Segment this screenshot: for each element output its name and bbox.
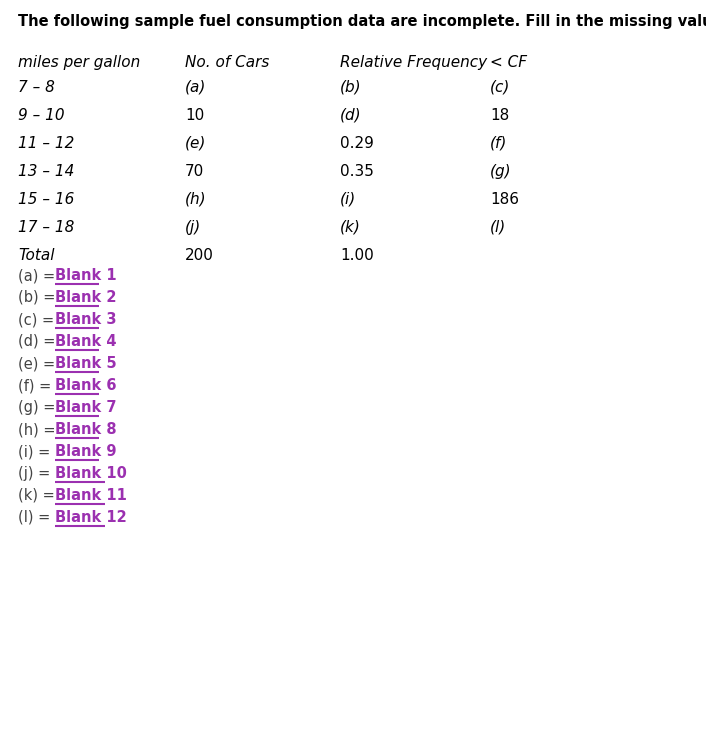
Text: (e) =: (e) = (18, 356, 60, 371)
Text: (h) =: (h) = (18, 422, 60, 437)
Text: (g): (g) (490, 164, 512, 179)
Text: Blank 8: Blank 8 (55, 422, 116, 437)
Text: Blank 5: Blank 5 (55, 356, 116, 371)
Text: Blank 9: Blank 9 (55, 444, 116, 459)
Text: (f): (f) (490, 136, 508, 151)
Text: 11 – 12: 11 – 12 (18, 136, 74, 151)
Text: Blank 7: Blank 7 (55, 400, 116, 415)
Text: (j) =: (j) = (18, 466, 55, 481)
Text: 7 – 8: 7 – 8 (18, 80, 55, 95)
Text: (h): (h) (185, 192, 207, 207)
Text: 10: 10 (185, 108, 204, 123)
Text: Blank 12: Blank 12 (55, 510, 127, 525)
Text: 17 – 18: 17 – 18 (18, 220, 74, 235)
Text: (a) =: (a) = (18, 268, 60, 283)
Text: (j): (j) (185, 220, 201, 235)
Text: (i): (i) (340, 192, 357, 207)
Text: (e): (e) (185, 136, 206, 151)
Text: Blank 2: Blank 2 (55, 290, 116, 305)
Text: (d): (d) (340, 108, 361, 123)
Text: 1.00: 1.00 (340, 248, 373, 263)
Text: Blank 6: Blank 6 (55, 378, 116, 393)
Text: 13 – 14: 13 – 14 (18, 164, 74, 179)
Text: Blank 10: Blank 10 (55, 466, 127, 481)
Text: (c): (c) (490, 80, 510, 95)
Text: (f) =: (f) = (18, 378, 56, 393)
Text: (i) =: (i) = (18, 444, 55, 459)
Text: Blank 4: Blank 4 (55, 334, 116, 349)
Text: (k): (k) (340, 220, 361, 235)
Text: Blank 11: Blank 11 (55, 488, 127, 503)
Text: Total: Total (18, 248, 54, 263)
Text: (c) =: (c) = (18, 312, 59, 327)
Text: The following sample fuel consumption data are incomplete. Fill in the missing v: The following sample fuel consumption da… (18, 14, 706, 29)
Text: 70: 70 (185, 164, 204, 179)
Text: < CF: < CF (490, 55, 527, 70)
Text: 9 – 10: 9 – 10 (18, 108, 65, 123)
Text: Relative Frequency: Relative Frequency (340, 55, 487, 70)
Text: (l): (l) (490, 220, 506, 235)
Text: (a): (a) (185, 80, 206, 95)
Text: 0.35: 0.35 (340, 164, 374, 179)
Text: 15 – 16: 15 – 16 (18, 192, 74, 207)
Text: No. of Cars: No. of Cars (185, 55, 270, 70)
Text: miles per gallon: miles per gallon (18, 55, 140, 70)
Text: (k) =: (k) = (18, 488, 59, 503)
Text: 0.29: 0.29 (340, 136, 374, 151)
Text: Blank 1: Blank 1 (55, 268, 116, 283)
Text: 200: 200 (185, 248, 214, 263)
Text: 186: 186 (490, 192, 519, 207)
Text: (b) =: (b) = (18, 290, 60, 305)
Text: (l) =: (l) = (18, 510, 55, 525)
Text: Blank 3: Blank 3 (55, 312, 116, 327)
Text: (g) =: (g) = (18, 400, 60, 415)
Text: (b): (b) (340, 80, 361, 95)
Text: 18: 18 (490, 108, 509, 123)
Text: (d) =: (d) = (18, 334, 60, 349)
